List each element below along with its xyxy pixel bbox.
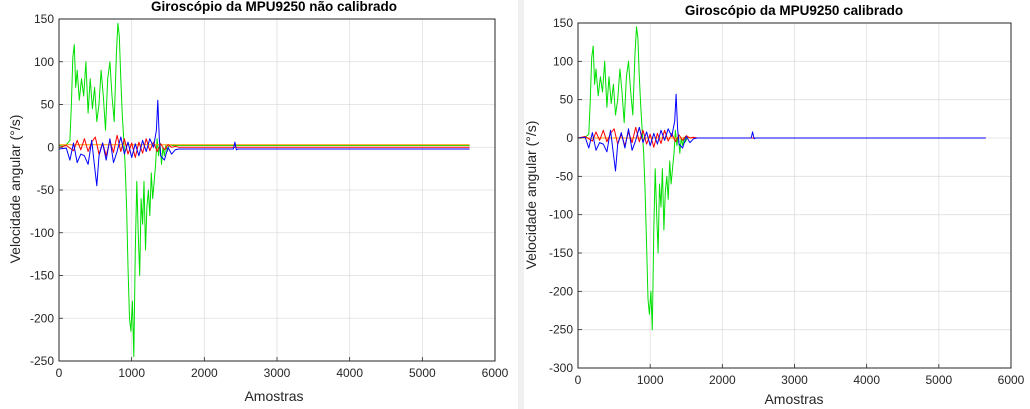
- y-tick-label: -150: [549, 246, 573, 260]
- x-tick-label: 5000: [409, 366, 436, 380]
- x-tick-label: 3000: [781, 373, 808, 387]
- y-tick-label: 150: [553, 16, 573, 30]
- y-tick-label: 150: [34, 12, 54, 26]
- x-tick-label: 1000: [637, 373, 664, 387]
- y-tick-label: -150: [30, 269, 54, 283]
- uncalibrated-gyro-chart: 0 1000 2000 3000 4000 5000 6000-250-200-150-10…: [7, 0, 509, 404]
- x-tick-label: 3000: [264, 366, 291, 380]
- series-line-3: [59, 99, 470, 187]
- y-tick-label: -100: [30, 226, 54, 240]
- y-tick-label: -50: [37, 183, 55, 197]
- y-tick-label: 50: [41, 98, 55, 112]
- x-tick-label: 2000: [191, 366, 218, 380]
- y-tick-label: -250: [30, 354, 54, 368]
- x-axis-label: Amostras: [764, 391, 823, 407]
- y-tick-label: 0: [566, 131, 573, 145]
- x-tick-label: 0: [575, 373, 582, 387]
- x-tick-label: 0: [56, 366, 63, 380]
- series-line-3: [578, 93, 986, 172]
- x-tick-label: 2000: [709, 373, 736, 387]
- series-group: [578, 26, 986, 331]
- y-axis-label: Velocidade angular (°/s): [523, 121, 539, 270]
- x-tick-label: 4000: [853, 373, 880, 387]
- series-line-2: [59, 134, 470, 158]
- y-tick-label: -200: [549, 284, 573, 298]
- x-tick-label: 6000: [482, 366, 509, 380]
- y-tick-label: -300: [549, 361, 573, 375]
- y-tick-label: 0: [47, 140, 54, 154]
- y-tick-label: -50: [556, 169, 574, 183]
- y-tick-label: 100: [553, 54, 573, 68]
- y-tick-label: 50: [560, 93, 574, 107]
- chart-title: Giroscópio da MPU9250 não calibrado: [151, 0, 397, 14]
- series-line-0: [578, 26, 986, 331]
- x-tick-label: 1000: [118, 366, 145, 380]
- x-tick-label: 6000: [998, 373, 1025, 387]
- chart-title: Giroscópio da MPU9250 calibrado: [685, 3, 903, 18]
- plot-layer: 0 1000 2000 3000 4000 5000 6000-250-200-150-10…: [30, 12, 509, 380]
- series-line-2: [578, 126, 986, 148]
- y-axis-label: Velocidade angular (°/s): [7, 115, 23, 264]
- y-tick-label: 100: [34, 55, 54, 69]
- x-tick-label: 4000: [336, 366, 363, 380]
- panel-divider: [518, 0, 524, 409]
- plot-layer: 0 1000 2000 3000 4000 5000 6000-300-250-200-15…: [549, 16, 1025, 387]
- x-axis-label: Amostras: [244, 388, 303, 404]
- y-tick-label: -250: [549, 323, 573, 337]
- series-group: [59, 22, 470, 358]
- series-line-0: [59, 22, 470, 358]
- calibrated-gyro-chart: 0 1000 2000 3000 4000 5000 6000-300-250-200-15…: [523, 3, 1025, 407]
- y-tick-label: -100: [549, 208, 573, 222]
- y-tick-label: -200: [30, 311, 54, 325]
- x-tick-label: 5000: [925, 373, 952, 387]
